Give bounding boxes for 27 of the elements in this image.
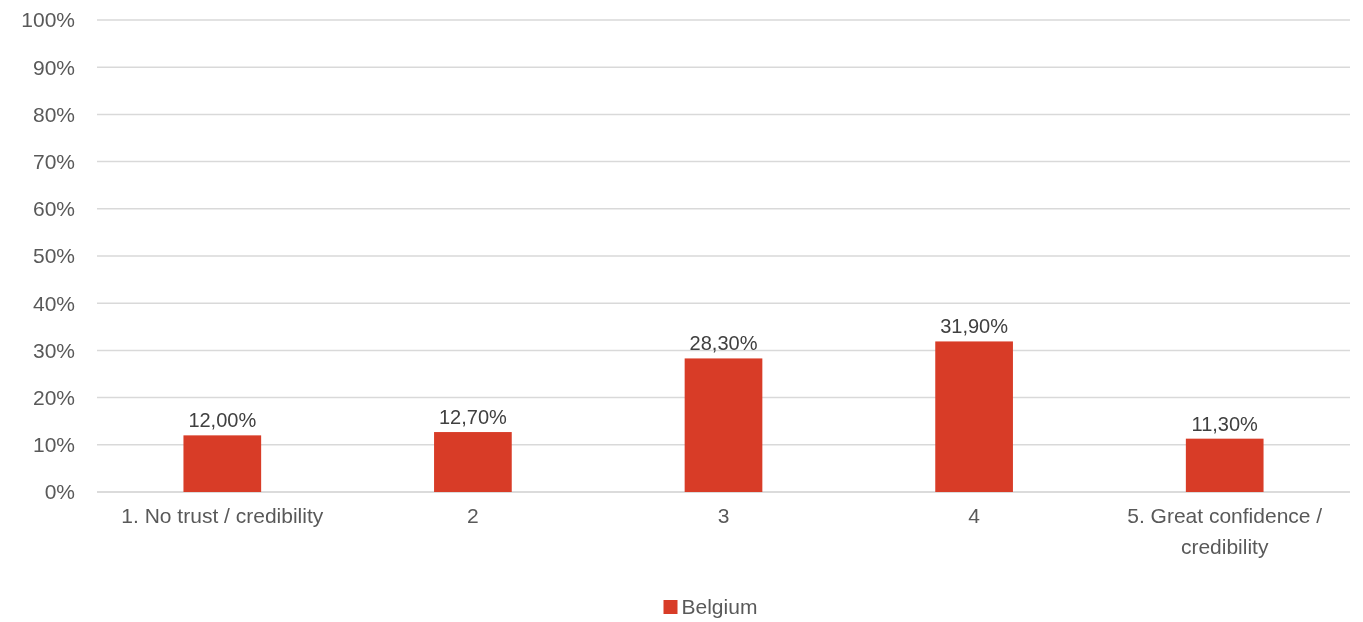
- y-tick-label: 70%: [32, 149, 75, 173]
- y-tick-label: 30%: [32, 338, 75, 362]
- x-tick-label: 3: [717, 504, 730, 527]
- text: 12,00%: [188, 409, 257, 432]
- x-tick-label: 5. Great confidence / credibility: [1127, 504, 1323, 558]
- bar: [1185, 438, 1264, 492]
- bar: [183, 435, 262, 492]
- bar: [434, 432, 512, 492]
- y-tick-label: 10%: [32, 433, 75, 457]
- x-tick-label: 1. No trust / credibility: [121, 504, 324, 527]
- y-tick-label: 100%: [21, 8, 75, 32]
- text: 28,30%: [689, 332, 758, 355]
- y-tick-label: 80%: [32, 102, 75, 126]
- y-tick-label: 50%: [32, 244, 75, 268]
- y-tick-label: 90%: [32, 55, 75, 79]
- text: 11,30%: [1191, 412, 1258, 435]
- text: 12,70%: [438, 406, 507, 429]
- x-tick-label: 2: [467, 504, 479, 527]
- bar: [935, 341, 1013, 492]
- y-tick-label: 60%: [32, 197, 75, 221]
- bar: [684, 358, 763, 492]
- y-tick-label: 20%: [32, 385, 75, 409]
- text: 31,90%: [940, 315, 1009, 338]
- legend-label: Belgium: [681, 595, 758, 619]
- y-tick-label: 0%: [44, 480, 75, 504]
- y-tick-label: 40%: [32, 291, 75, 315]
- x-tick-label: 4: [968, 504, 981, 527]
